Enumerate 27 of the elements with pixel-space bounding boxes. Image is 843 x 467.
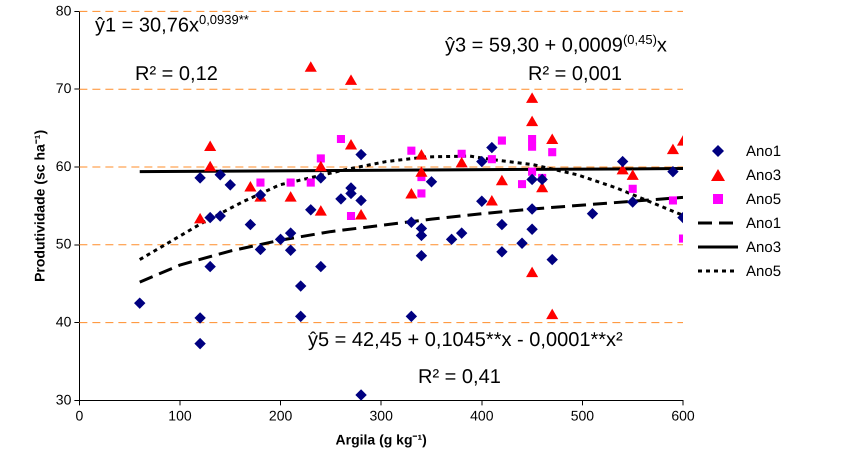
y-tick-label: 40 — [56, 313, 72, 330]
annotation: ŷ1 = 30,76x$^{0,0939**}$ — [95, 12, 249, 38]
legend-label: Ano3 — [746, 166, 782, 184]
y-tick-label: 60 — [56, 158, 72, 174]
legend-label: Ano5 — [746, 190, 782, 208]
annotation: R² = 0,001 — [528, 63, 622, 86]
legend-label: Ano5 — [746, 262, 782, 280]
x-tick-label: 300 — [370, 408, 394, 424]
x-tick-label: 100 — [168, 408, 192, 424]
annotation: ŷ5 = 42,45 + 0,1045**x - 0,0001**x² — [308, 329, 623, 352]
annotation: ŷ3 = 59,30 + 0,0009$^{(0,45)}$x — [445, 32, 667, 58]
y-tick-label: 50 — [56, 236, 72, 252]
legend-label: Ano3 — [746, 238, 782, 256]
y-tick-label: 80 — [56, 2, 72, 18]
legend-label: Ano1 — [746, 142, 782, 160]
y-axis-title: Produtividade (sc ha⁻¹) — [31, 130, 48, 282]
x-tick-label: 400 — [470, 408, 494, 424]
x-tick-label: 600 — [671, 408, 695, 424]
legend-label: Ano1 — [746, 214, 782, 232]
x-tick-label: 0 — [75, 408, 84, 424]
y-tick-label: 30 — [56, 391, 72, 408]
annotation: R² = 0,12 — [135, 63, 218, 86]
annotation: R² = 0,41 — [418, 366, 501, 389]
x-axis-title: Argila (g kg⁻¹) — [336, 431, 427, 448]
x-tick-label: 500 — [570, 408, 594, 424]
x-tick-label: 200 — [268, 408, 292, 424]
y-tick-label: 70 — [56, 80, 72, 96]
